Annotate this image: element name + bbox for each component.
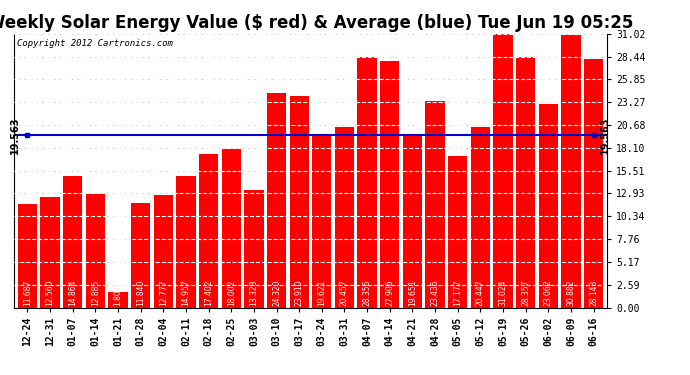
Bar bbox=[448, 156, 467, 308]
Bar bbox=[357, 57, 377, 308]
Text: 28.357: 28.357 bbox=[521, 279, 530, 306]
Text: 12.777: 12.777 bbox=[159, 279, 168, 306]
Text: 28.143: 28.143 bbox=[589, 279, 598, 306]
Bar bbox=[267, 93, 286, 308]
Bar bbox=[562, 35, 580, 308]
Bar bbox=[403, 134, 422, 308]
Bar bbox=[539, 104, 558, 308]
Text: 12.560: 12.560 bbox=[46, 279, 55, 306]
Bar bbox=[41, 196, 59, 308]
Text: 23.910: 23.910 bbox=[295, 279, 304, 306]
Text: 14.957: 14.957 bbox=[181, 279, 190, 306]
Bar bbox=[290, 96, 309, 308]
Text: 23.435: 23.435 bbox=[431, 279, 440, 306]
Bar bbox=[177, 176, 195, 308]
Bar bbox=[493, 34, 513, 308]
Bar bbox=[154, 195, 173, 308]
Text: 11.840: 11.840 bbox=[136, 279, 145, 306]
Bar bbox=[471, 127, 490, 308]
Bar bbox=[131, 203, 150, 308]
Text: 19.563: 19.563 bbox=[600, 116, 610, 154]
Text: Copyright 2012 Cartronics.com: Copyright 2012 Cartronics.com bbox=[17, 39, 172, 48]
Text: 23.062: 23.062 bbox=[544, 279, 553, 306]
Bar bbox=[63, 176, 82, 308]
Text: 30.882: 30.882 bbox=[566, 279, 575, 306]
Text: 20.457: 20.457 bbox=[340, 279, 349, 306]
Text: 31.024: 31.024 bbox=[498, 279, 508, 306]
Bar bbox=[516, 57, 535, 308]
Bar bbox=[221, 148, 241, 308]
Bar bbox=[86, 194, 105, 308]
Text: 24.320: 24.320 bbox=[272, 279, 281, 306]
Bar bbox=[335, 127, 354, 308]
Text: 12.885: 12.885 bbox=[91, 279, 100, 306]
Bar bbox=[244, 190, 264, 308]
Bar bbox=[108, 292, 128, 308]
Bar bbox=[426, 100, 444, 308]
Bar bbox=[18, 204, 37, 308]
Text: 20.447: 20.447 bbox=[476, 279, 485, 306]
Text: 14.864: 14.864 bbox=[68, 279, 77, 306]
Bar bbox=[312, 134, 331, 308]
Title: Weekly Solar Energy Value ($ red) & Average (blue) Tue Jun 19 05:25: Weekly Solar Energy Value ($ red) & Aver… bbox=[0, 14, 633, 32]
Text: 19.563: 19.563 bbox=[10, 116, 20, 154]
Bar bbox=[584, 59, 603, 308]
Text: 17.177: 17.177 bbox=[453, 279, 462, 306]
Bar bbox=[380, 61, 400, 308]
Text: 18.002: 18.002 bbox=[227, 279, 236, 306]
Text: 11.687: 11.687 bbox=[23, 279, 32, 306]
Text: 28.356: 28.356 bbox=[363, 279, 372, 306]
Text: 13.323: 13.323 bbox=[249, 279, 258, 306]
Bar bbox=[199, 154, 218, 308]
Text: 1.802: 1.802 bbox=[113, 284, 123, 306]
Text: 19.651: 19.651 bbox=[408, 279, 417, 306]
Text: 27.906: 27.906 bbox=[385, 279, 394, 306]
Text: 19.621: 19.621 bbox=[317, 279, 326, 306]
Text: 17.402: 17.402 bbox=[204, 279, 213, 306]
